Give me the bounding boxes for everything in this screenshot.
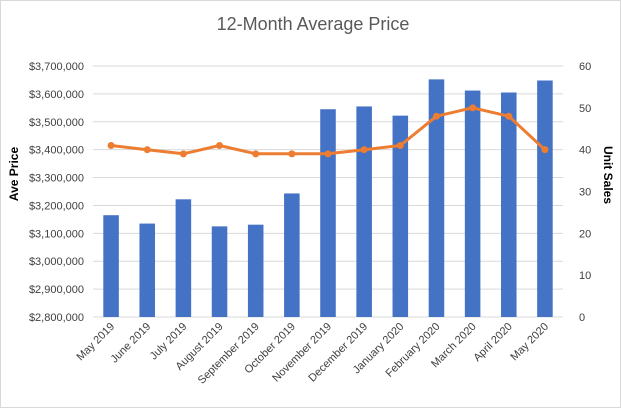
line-point [143,146,151,154]
bar [284,193,300,317]
y2-tick-label: 30 [579,187,591,199]
y-tick-label: $3,300,000 [29,173,84,185]
y2-tick-label: 60 [579,61,591,73]
bar [320,109,336,317]
y2-tick-label: 40 [579,145,591,157]
bar [211,226,228,317]
line-point [505,112,513,120]
y2-axis-ticks: 0 10 20 30 40 50 60 [579,61,591,324]
y-tick-label: $2,900,000 [29,284,84,296]
bar [464,90,481,317]
bar [537,80,553,317]
bar [428,79,445,318]
x-tick-label: May 2020 [508,321,551,364]
y-tick-label: $3,700,000 [29,61,84,73]
bar [103,215,119,317]
x-tick-label: April 2020 [471,321,515,365]
bar [392,115,409,318]
y2-tick-label: 20 [579,228,591,240]
y-tick-label: $3,000,000 [29,256,84,268]
line-point [107,141,115,149]
line-point [216,141,224,149]
line-point [179,150,187,158]
bar [247,224,264,317]
line-point [324,150,332,158]
bar [139,223,156,317]
line-point [252,150,260,158]
y-tick-label: $3,400,000 [29,145,84,157]
line-point [396,141,404,149]
y-tick-label: $3,200,000 [29,200,84,212]
y-tick-label: $3,500,000 [29,117,84,129]
y2-axis-label: Unit Sales [601,146,615,204]
y-tick-label: $3,100,000 [29,228,84,240]
line-series [107,104,549,158]
line-point [541,146,549,154]
bar-series [103,79,553,318]
line-point [432,112,440,120]
y-axis-ticks: $2,800,000 $2,900,000 $3,000,000 $3,100,000… [29,61,84,324]
x-tick-label: September 2019 [196,321,262,387]
line-point [360,146,368,154]
y-axis-label: Ave Price [7,147,21,202]
bar [175,199,192,317]
y-tick-label: $2,800,000 [29,312,84,324]
line-point [288,150,296,158]
y2-tick-label: 0 [579,312,585,324]
y-tick-label: $3,600,000 [29,89,84,101]
chart-title: 12-Month Average Price [217,14,410,34]
bar [500,92,517,317]
line-point [469,104,477,112]
y2-tick-label: 50 [579,103,591,115]
y2-tick-label: 10 [579,270,591,282]
bar [356,106,372,317]
